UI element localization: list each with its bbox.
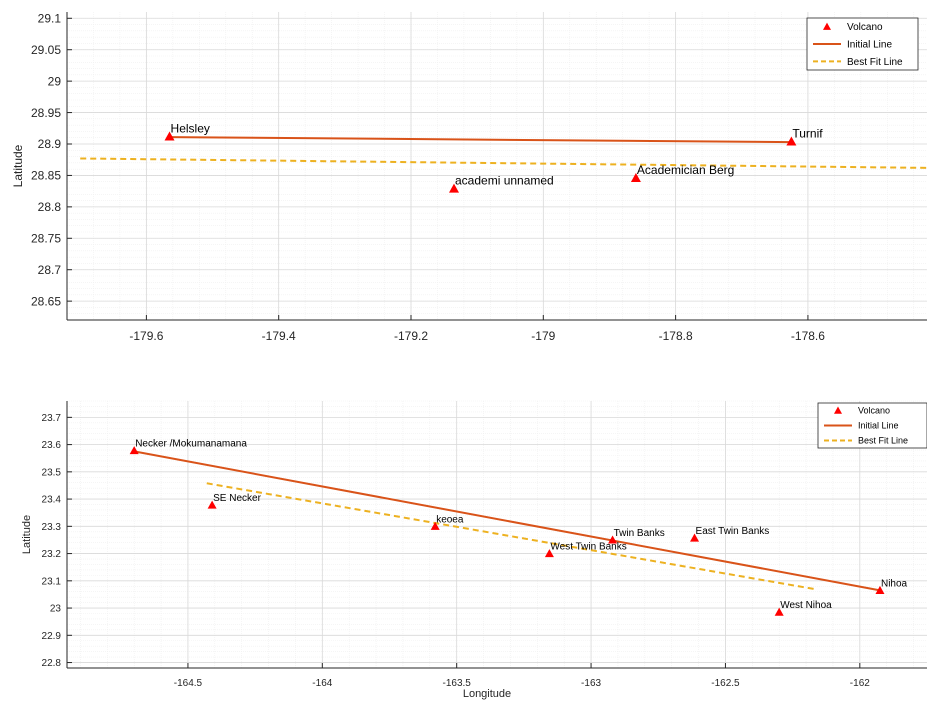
best-fit-line	[80, 157, 927, 169]
legend-volcano-symbol	[834, 406, 842, 414]
legend-volcano-symbol	[823, 22, 831, 30]
y-tick-label: 28.9	[38, 137, 62, 151]
y-tick-label: 22.8	[42, 658, 62, 669]
y-tick-label: 23.3	[42, 522, 62, 533]
volcano-marker	[430, 521, 440, 530]
y-tick-label: 29.05	[31, 43, 61, 57]
volcano-label: Helsley	[171, 121, 210, 135]
legend-label: Initial Line	[858, 421, 899, 431]
best-fit-line	[206, 482, 815, 590]
legend-label: Initial Line	[847, 40, 892, 51]
volcano-label: Twin Banks	[614, 528, 665, 539]
initial-line	[169, 136, 792, 144]
legend: Volcano Initial Line Best Fit Line	[806, 17, 919, 71]
y-tick-label: 29.1	[38, 11, 62, 25]
volcano-marker	[164, 131, 175, 141]
x-tick-label: -178.8	[659, 329, 693, 343]
volcano-marker	[875, 585, 885, 594]
x-axis-label: Longitude	[463, 688, 511, 700]
plot-area	[80, 131, 927, 193]
volcano-label: West Twin Banks	[550, 542, 626, 553]
y-tick-label: 28.95	[31, 106, 61, 120]
x-tick-label: -163.5	[443, 678, 472, 689]
volcano-marker	[608, 535, 618, 544]
y-tick-label: 28.7	[38, 263, 62, 277]
x-tick-label: -164.5	[174, 678, 203, 689]
x-tick-label: -179.2	[394, 329, 428, 343]
volcano-marker	[690, 533, 700, 542]
volcano-label: SE Necker	[213, 493, 261, 504]
volcano-marker	[774, 607, 784, 616]
y-tick-label: 28.75	[31, 231, 61, 245]
x-tick-label: -163	[581, 678, 601, 689]
y-tick-label: 23.5	[42, 467, 62, 478]
volcano-label: East Twin Banks	[696, 526, 770, 537]
volcano-label: West Nihoa	[780, 600, 832, 611]
top-plot: -179.6 -179.4 -179.2 -179 -178.8 -178.6 28.65 2…	[11, 11, 927, 343]
volcano-label: keoea	[436, 514, 464, 525]
y-axis-label: Latitude	[21, 515, 33, 554]
volcano-label: academi unnamed	[455, 174, 554, 188]
x-tick-label: -179.4	[262, 329, 296, 343]
y-tick-label: 23.6	[42, 440, 62, 451]
plot-area	[129, 446, 885, 616]
y-tick-label: 28.85	[31, 169, 61, 183]
x-tick-label: -164	[312, 678, 332, 689]
y-tick-label: 28.65	[31, 294, 61, 308]
initial-line	[134, 450, 881, 592]
volcano-marker	[630, 172, 641, 182]
y-tick-label: 23	[50, 604, 62, 615]
volcano-marker	[129, 446, 139, 455]
volcano-label: Academician Berg	[637, 163, 734, 177]
x-tick-label: -162	[850, 678, 870, 689]
volcano-marker	[544, 549, 554, 558]
y-tick-label: 23.2	[42, 549, 62, 560]
y-tick-label: 28.8	[38, 200, 62, 214]
y-tick-label: 23.1	[42, 576, 62, 587]
volcano-label: Turnif	[792, 126, 823, 140]
legend: Volcano Initial Line Best Fit Line	[817, 402, 927, 449]
legend-label: Best Fit Line	[847, 57, 903, 68]
x-tick-label: -162.5	[711, 678, 740, 689]
volcano-marker	[449, 183, 459, 193]
volcano-marker	[207, 500, 217, 509]
y-axis-label: Latitude	[11, 144, 25, 187]
bottom-plot: -164.5 -164 -163.5 -163 -162.5 -162 22.8 22.9 23…	[21, 400, 927, 700]
y-tick-label: 23.7	[42, 413, 62, 424]
legend-label: Volcano	[858, 406, 890, 416]
y-tick-label: 29	[48, 74, 62, 88]
y-tick-label: 23.4	[42, 495, 62, 506]
volcano-label: Necker /Mokumanamana	[135, 439, 247, 450]
x-tick-label: -179.6	[129, 329, 163, 343]
x-tick-label: -178.6	[791, 329, 825, 343]
legend-label: Volcano	[847, 22, 883, 33]
x-tick-label: -179	[531, 329, 555, 343]
volcano-marker	[786, 136, 797, 146]
y-tick-label: 22.9	[42, 631, 62, 642]
volcano-label: Nihoa	[881, 578, 908, 589]
legend-label: Best Fit Line	[858, 436, 908, 446]
